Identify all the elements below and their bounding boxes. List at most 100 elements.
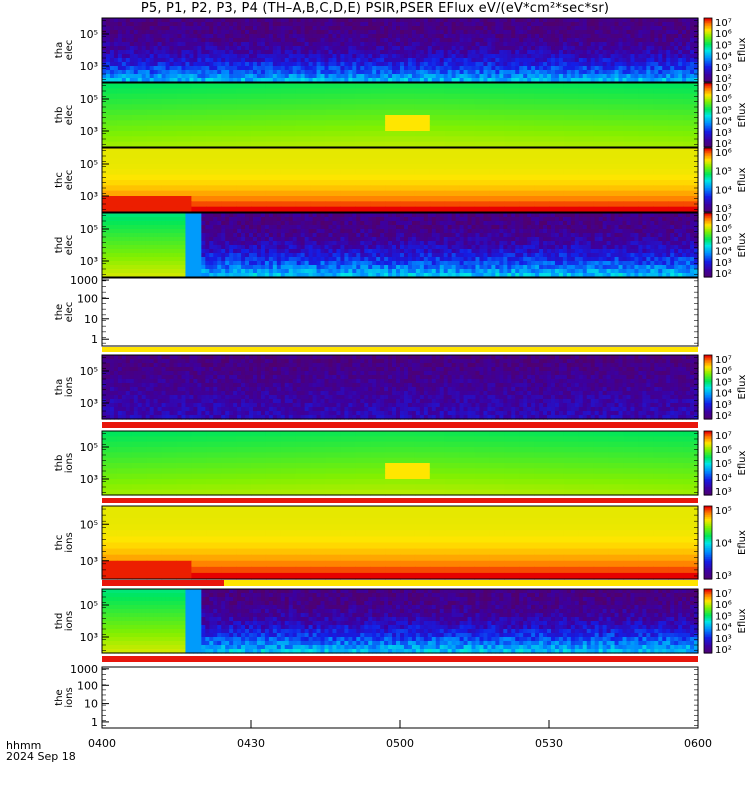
- heatmap-cell: [360, 62, 365, 67]
- heatmap-cell: [384, 30, 389, 35]
- heatmap-cell: [614, 62, 620, 67]
- heatmap-cell: [483, 54, 489, 59]
- heatmap-cell: [288, 70, 294, 75]
- heatmap-cell: [352, 70, 357, 75]
- heatmap-cell: [396, 18, 401, 23]
- heatmap-cell: [355, 99, 371, 105]
- heatmap-cell: [300, 233, 306, 238]
- heatmap-cell: [439, 50, 445, 55]
- heatmap-cell: [566, 54, 572, 59]
- heatmap-cell: [296, 54, 302, 59]
- heatmap-cell: [372, 233, 377, 238]
- heatmap-cell: [384, 78, 389, 83]
- heatmap-cell: [563, 185, 580, 192]
- heatmap-cell: [483, 245, 489, 250]
- heatmap-cell: [205, 249, 210, 254]
- heatmap-cell: [284, 221, 290, 226]
- heatmap-cell: [566, 66, 572, 71]
- heatmap-cell: [185, 213, 191, 218]
- heatmap-cell: [189, 34, 194, 39]
- heatmap-cell: [206, 93, 222, 100]
- heatmap-cell: [102, 180, 118, 186]
- heatmap-cell: [109, 70, 115, 75]
- heatmap-cell: [423, 217, 429, 222]
- heatmap-cell: [213, 221, 218, 226]
- colorbar-cell: [704, 188, 712, 191]
- heatmap-cell: [519, 22, 524, 27]
- heatmap-cell: [653, 83, 669, 89]
- heatmap-cell: [176, 131, 192, 137]
- heatmap-cell: [411, 18, 417, 23]
- heatmap-cell: [336, 22, 341, 27]
- heatmap-cell: [141, 225, 147, 230]
- heatmap-cell: [304, 66, 310, 71]
- colorbar-tick-label: 10⁵: [715, 105, 732, 116]
- heatmap-cell: [288, 245, 294, 250]
- heatmap-cell: [638, 78, 643, 83]
- heatmap-cell: [376, 30, 381, 35]
- heatmap-cell: [491, 213, 496, 218]
- heatmap-cell: [578, 174, 595, 181]
- heatmap-cell: [121, 38, 127, 43]
- heatmap-cell: [563, 115, 580, 121]
- heatmap-cell: [578, 245, 584, 250]
- heatmap-cell: [400, 217, 405, 222]
- heatmap-cell: [543, 58, 548, 63]
- heatmap-cell: [229, 38, 234, 43]
- heatmap-cell: [173, 74, 179, 79]
- heatmap-cell: [332, 26, 338, 31]
- heatmap-cell: [682, 225, 687, 230]
- heatmap-cell: [642, 229, 647, 234]
- heatmap-cell: [265, 93, 282, 100]
- heatmap-cell: [682, 221, 687, 226]
- heatmap-cell: [324, 241, 330, 246]
- heatmap-cell: [251, 196, 267, 202]
- heatmap-cell: [241, 22, 246, 27]
- heatmap-cell: [608, 158, 625, 165]
- heatmap-cell: [574, 46, 580, 51]
- heatmap-cell: [356, 241, 361, 246]
- heatmap-cell: [117, 70, 123, 75]
- heatmap-cell: [197, 22, 202, 27]
- heatmap-cell: [400, 34, 405, 39]
- heatmap-cell: [105, 217, 111, 222]
- heatmap-cell: [292, 225, 298, 230]
- heatmap-cell: [507, 26, 512, 31]
- heatmap-cell: [650, 217, 655, 222]
- heatmap-cell: [623, 190, 639, 197]
- heatmap-cell: [113, 225, 119, 230]
- heatmap-cell: [443, 34, 449, 39]
- heatmap-cell: [129, 50, 135, 55]
- heatmap-cell: [213, 249, 218, 254]
- heatmap-cell: [690, 217, 695, 222]
- heatmap-cell: [487, 18, 492, 23]
- heatmap-cell: [489, 120, 505, 127]
- heatmap-cell: [356, 229, 361, 234]
- heatmap-cell: [310, 180, 327, 186]
- heatmap-cell: [646, 38, 651, 43]
- heatmap-cell: [193, 245, 198, 250]
- heatmap-cell: [356, 46, 361, 51]
- heatmap-cell: [474, 131, 490, 137]
- heatmap-cell: [459, 50, 465, 55]
- heatmap-cell: [400, 104, 416, 111]
- heatmap-cell: [489, 185, 505, 192]
- heatmap-cell: [193, 217, 198, 222]
- heatmap-cell: [471, 237, 477, 242]
- heatmap-cell: [582, 26, 588, 31]
- heatmap-cell: [308, 58, 314, 63]
- colorbar-cell: [704, 64, 712, 67]
- heatmap-cell: [251, 164, 267, 170]
- heatmap-cell: [320, 225, 326, 230]
- heatmap-cell: [241, 42, 246, 47]
- heatmap-cell: [189, 26, 194, 31]
- heatmap-cell: [280, 141, 297, 148]
- heatmap-cell: [177, 217, 183, 222]
- heatmap-cell: [674, 42, 679, 47]
- heatmap-cell: [221, 164, 237, 170]
- heatmap-cell: [429, 131, 446, 137]
- heatmap-cell: [658, 78, 663, 83]
- heatmap-cell: [400, 237, 405, 242]
- heatmap-cell: [630, 58, 636, 63]
